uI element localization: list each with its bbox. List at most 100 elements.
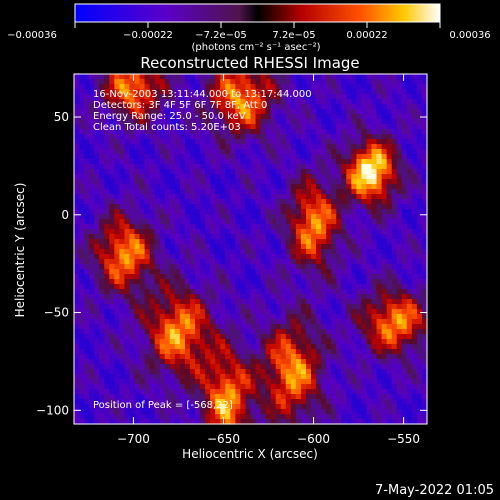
heatmap-pixel: [401, 269, 408, 275]
heatmap-pixel: [124, 399, 131, 405]
heatmap-pixel: [205, 419, 211, 425]
heatmap-pixel: [386, 294, 393, 300]
heatmap-pixel: [386, 329, 393, 335]
heatmap-pixel: [331, 194, 337, 200]
heatmap-pixel: [366, 354, 373, 360]
heatmap-pixel: [275, 309, 282, 315]
heatmap-pixel: [305, 94, 312, 100]
heatmap-pixel: [255, 79, 262, 85]
heatmap-pixel: [159, 384, 166, 390]
heatmap-pixel: [159, 249, 166, 255]
heatmap-pixel: [280, 274, 287, 280]
heatmap-pixel: [210, 329, 216, 335]
heatmap-pixel: [321, 319, 327, 325]
heatmap-pixel: [124, 319, 131, 325]
heatmap-pixel: [195, 99, 201, 105]
heatmap-pixel: [275, 279, 282, 285]
heatmap-pixel: [401, 244, 408, 250]
heatmap-pixel: [215, 344, 221, 350]
heatmap-pixel: [316, 299, 322, 305]
heatmap-pixel: [316, 154, 322, 160]
heatmap-pixel: [139, 399, 146, 405]
heatmap-pixel: [421, 294, 428, 300]
heatmap-pixel: [215, 289, 221, 295]
heatmap-pixel: [74, 139, 80, 145]
heatmap-pixel: [351, 324, 357, 330]
heatmap-pixel: [411, 374, 418, 380]
heatmap-pixel: [189, 359, 196, 365]
heatmap-pixel: [154, 119, 161, 125]
heatmap-pixel: [331, 299, 337, 305]
heatmap-pixel: [371, 164, 378, 170]
heatmap-pixel: [154, 284, 161, 290]
heatmap-pixel: [290, 134, 297, 140]
heatmap-pixel: [195, 164, 201, 170]
heatmap-pixel: [260, 284, 267, 290]
heatmap-pixel: [164, 384, 171, 390]
heatmap-pixel: [311, 364, 317, 370]
heatmap-pixel: [129, 74, 136, 80]
heatmap-pixel: [184, 334, 191, 340]
heatmap-pixel: [94, 214, 100, 220]
heatmap-pixel: [260, 229, 267, 235]
heatmap-pixel: [134, 344, 141, 350]
heatmap-pixel: [99, 349, 105, 355]
heatmap-pixel: [396, 209, 403, 215]
y-tick-label: −50: [44, 306, 69, 320]
heatmap-pixel: [119, 344, 126, 350]
heatmap-pixel: [255, 244, 262, 250]
heatmap-pixel: [235, 329, 242, 335]
heatmap-pixel: [169, 324, 176, 330]
heatmap-pixel: [311, 84, 317, 90]
heatmap-pixel: [200, 149, 206, 155]
heatmap-pixel: [154, 334, 161, 340]
heatmap-pixel: [174, 129, 181, 135]
heatmap-pixel: [89, 304, 95, 310]
heatmap-pixel: [331, 209, 337, 215]
heatmap-pixel: [351, 199, 357, 205]
heatmap-pixel: [285, 304, 292, 310]
heatmap-pixel: [154, 164, 161, 170]
heatmap-pixel: [270, 119, 277, 125]
heatmap-pixel: [411, 294, 418, 300]
heatmap-pixel: [381, 199, 388, 205]
heatmap-pixel: [200, 204, 206, 210]
heatmap-pixel: [396, 259, 403, 265]
heatmap-pixel: [361, 94, 368, 100]
heatmap-pixel: [376, 354, 383, 360]
heatmap-pixel: [179, 389, 186, 395]
heatmap-pixel: [381, 279, 388, 285]
heatmap-pixel: [331, 239, 337, 245]
heatmap-pixel: [406, 74, 413, 80]
heatmap-pixel: [285, 374, 292, 380]
heatmap-pixel: [164, 334, 171, 340]
heatmap-pixel: [421, 414, 428, 420]
heatmap-pixel: [134, 269, 141, 275]
heatmap-pixel: [109, 374, 115, 380]
heatmap-pixel: [300, 314, 307, 320]
heatmap-pixel: [356, 409, 363, 415]
heatmap-pixel: [225, 289, 231, 295]
heatmap-pixel: [290, 329, 297, 335]
heatmap-pixel: [366, 204, 373, 210]
heatmap-pixel: [149, 169, 156, 175]
heatmap-pixel: [89, 364, 95, 370]
heatmap-pixel: [195, 229, 201, 235]
heatmap-pixel: [351, 319, 357, 325]
heatmap-pixel: [341, 94, 347, 100]
heatmap-pixel: [89, 199, 95, 205]
heatmap-pixel: [326, 164, 332, 170]
heatmap-pixel: [265, 394, 272, 400]
heatmap-pixel: [195, 219, 201, 225]
heatmap-pixel: [346, 149, 352, 155]
heatmap-pixel: [94, 144, 100, 150]
heatmap-pixel: [164, 134, 171, 140]
heatmap-pixel: [356, 259, 363, 265]
heatmap-pixel: [361, 269, 368, 275]
heatmap-pixel: [351, 409, 357, 415]
heatmap-pixel: [215, 109, 221, 115]
heatmap-pixel: [240, 319, 247, 325]
heatmap-pixel: [311, 289, 317, 295]
heatmap-pixel: [416, 359, 423, 365]
heatmap-pixel: [200, 279, 206, 285]
